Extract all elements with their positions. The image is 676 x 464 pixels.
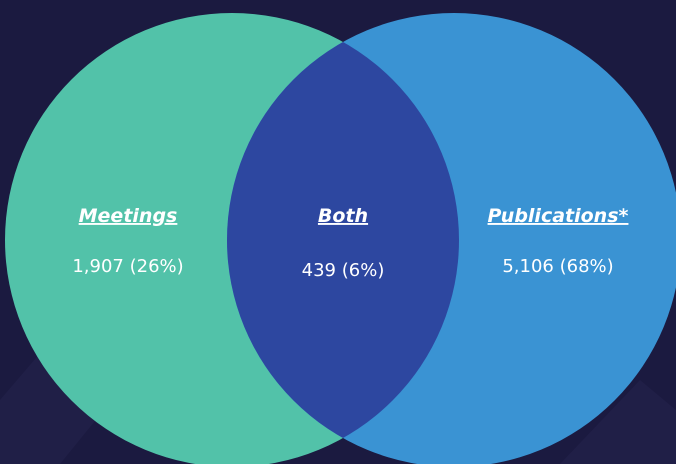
region-value: 5,106 (68%) bbox=[502, 256, 613, 277]
region-label: Both bbox=[318, 205, 368, 227]
region-label: Meetings bbox=[79, 205, 178, 227]
background-shape bbox=[560, 380, 676, 464]
both-overlap bbox=[227, 13, 459, 464]
region-label: Publications* bbox=[488, 205, 629, 227]
region-value: 1,907 (26%) bbox=[72, 256, 183, 277]
region-value: 439 (6%) bbox=[302, 260, 385, 281]
